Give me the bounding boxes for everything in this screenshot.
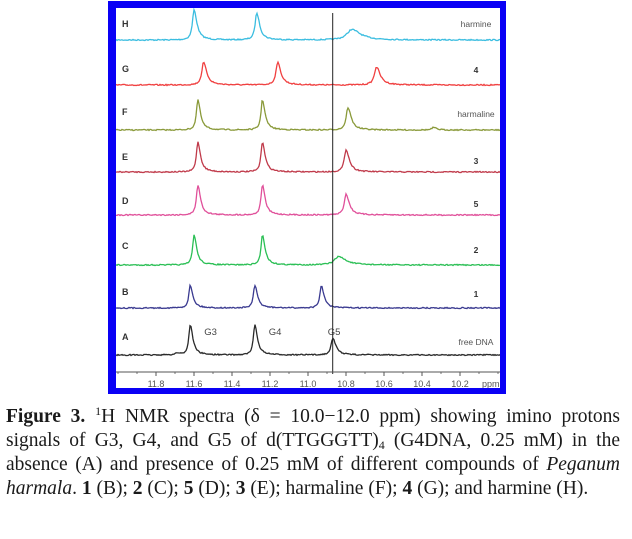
- caption-text-e: (E); harmaline (F);: [245, 478, 403, 499]
- trace-letter-e: E: [122, 152, 128, 162]
- caption-text-d: (D);: [193, 478, 236, 499]
- compound-4: 4: [402, 478, 413, 499]
- x-axis-unit-label: ppm: [482, 379, 500, 388]
- compound-1: 1: [81, 478, 92, 499]
- species-name: Peganum harmala: [6, 454, 620, 499]
- trace-letter-g: G: [122, 64, 129, 74]
- spectrum-trace-g: [116, 60, 500, 87]
- trace-letter-f: F: [122, 107, 128, 117]
- x-tick-label: 11.2: [262, 379, 279, 388]
- trace-label-f: harmaline: [457, 109, 495, 119]
- trace-label-e: 3: [474, 156, 479, 166]
- trace-letter-b: B: [122, 287, 129, 297]
- x-tick-label: 10.4: [413, 379, 431, 388]
- trace-letter-c: C: [122, 241, 129, 251]
- isotope-superscript: 1: [95, 404, 102, 418]
- peak-label-g3: G3: [204, 327, 217, 338]
- caption-text-3: .: [72, 478, 82, 499]
- x-tick-label: 11.0: [300, 379, 317, 388]
- trace-label-g: 4: [474, 65, 479, 75]
- compound-2: 2: [132, 478, 143, 499]
- figure-label: Figure 3.: [6, 406, 86, 427]
- caption-text-b: (B);: [91, 478, 133, 499]
- peak-label-g5: G5: [328, 327, 341, 338]
- trace-label-b: 1: [474, 289, 479, 299]
- x-tick-label: 10.2: [451, 379, 469, 388]
- x-tick-label: 10.6: [375, 379, 393, 388]
- spectrum-trace-a: [116, 324, 500, 357]
- peak-label-g4: G4: [269, 327, 282, 338]
- subscript-4: 4: [378, 438, 385, 452]
- figure-caption: Figure 3. 1H NMR spectra (δ = 10.0−12.0 …: [6, 405, 620, 501]
- spectrum-trace-e: [116, 141, 500, 174]
- caption-text-2: (G4DNA, 0.25 mM) in the absence (A) and …: [6, 430, 620, 475]
- caption-text-1: H NMR spectra (δ = 10.0−12.0 ppm) showin…: [6, 406, 621, 451]
- caption-text-c: (C);: [142, 478, 184, 499]
- caption-text-g: (G); and harmine (H).: [412, 478, 589, 499]
- spectrum-trace-b: [116, 283, 500, 310]
- trace-letter-a: A: [122, 332, 129, 342]
- trace-label-d: 5: [474, 199, 479, 209]
- x-tick-label: 10.8: [337, 379, 355, 388]
- compound-3: 3: [235, 478, 246, 499]
- x-tick-label: 11.6: [186, 379, 203, 388]
- trace-label-h: harmine: [461, 19, 492, 29]
- spectrum-trace-h: [116, 8, 500, 42]
- trace-label-a: free DNA: [459, 337, 494, 347]
- compound-5: 5: [183, 478, 194, 499]
- trace-letter-d: D: [122, 196, 129, 206]
- trace-label-c: 2: [474, 245, 479, 255]
- spectrum-trace-f: [116, 99, 500, 132]
- x-tick-label: 11.8: [148, 379, 165, 388]
- x-tick-label: 11.4: [224, 379, 241, 388]
- trace-letter-h: H: [122, 19, 129, 29]
- spectrum-trace-c: [116, 234, 500, 267]
- spectrum-trace-d: [116, 184, 500, 217]
